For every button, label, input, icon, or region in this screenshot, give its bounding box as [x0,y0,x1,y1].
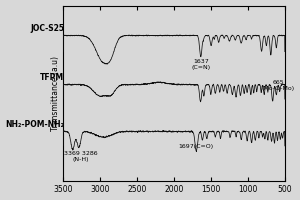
Text: 665
(Mo-O-Mo): 665 (Mo-O-Mo) [262,80,295,91]
Text: 3369 3286
(N-H): 3369 3286 (N-H) [64,151,98,162]
Y-axis label: Transmittance (a.u): Transmittance (a.u) [51,56,60,131]
Text: NH₂-POM-NH₂: NH₂-POM-NH₂ [5,120,64,129]
Text: 1697(C=O): 1697(C=O) [179,144,214,149]
Text: TFPM: TFPM [40,73,64,82]
Text: JOC-S25: JOC-S25 [31,24,64,33]
Text: 1637
(C=N): 1637 (C=N) [191,59,210,70]
